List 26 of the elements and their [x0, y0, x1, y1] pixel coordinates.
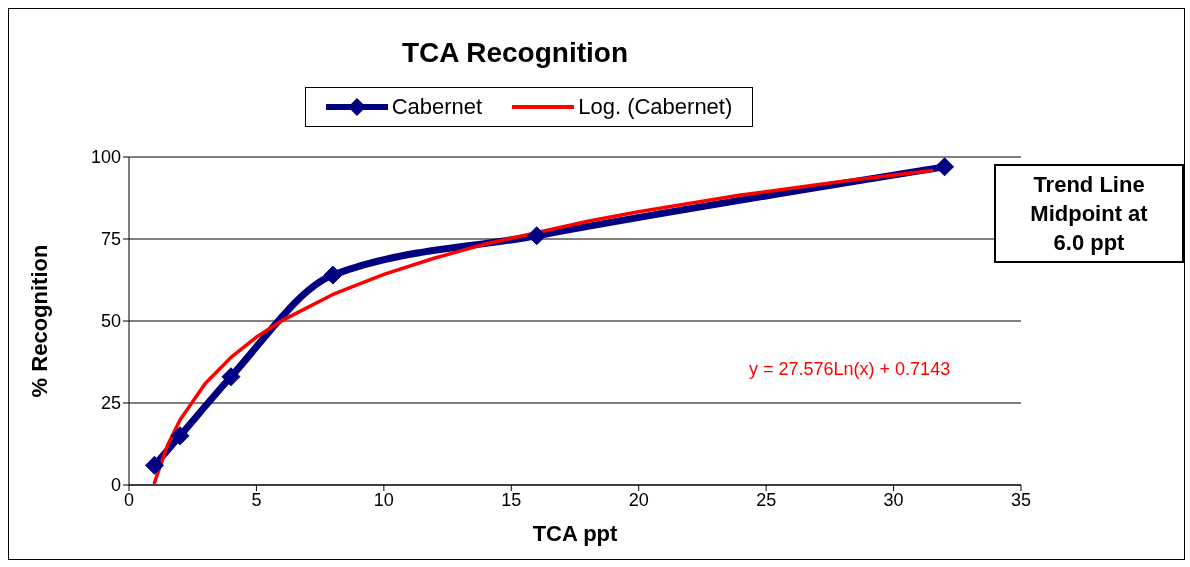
annotation: y = 27.576Ln(x) + 0.7143 — [749, 359, 951, 380]
y-tick-label: 50 — [100, 311, 121, 332]
point — [144, 455, 164, 475]
x-tick-label: 35 — [1010, 489, 1032, 510]
y-axis-title: % Recognition — [26, 244, 52, 398]
x-axis-title: TCA ppt — [532, 521, 619, 546]
y-tick-label: 0 — [110, 475, 121, 496]
x-tick-label: 0 — [123, 489, 135, 510]
point — [323, 265, 343, 285]
x-tick-label: 10 — [373, 489, 394, 510]
y-tick-label: 75 — [100, 229, 121, 250]
y-tick-label: 100 — [90, 147, 121, 168]
x-tick-label: 25 — [756, 489, 777, 510]
point — [221, 367, 241, 387]
point — [935, 157, 955, 177]
x-tick-label: 30 — [883, 489, 904, 510]
x-tick-label: 15 — [501, 489, 522, 510]
y-tick-label: 25 — [100, 393, 121, 414]
point — [170, 426, 190, 446]
x-tick-label: 5 — [251, 489, 262, 510]
legend-label: Cabernet — [391, 94, 483, 120]
x-tick-label: 20 — [628, 489, 649, 510]
point — [527, 226, 547, 246]
legend-label: Log. (Cabernet) — [578, 94, 733, 120]
note-box: Trend Line Midpoint at 6.0 ppt — [994, 164, 1184, 263]
chart-title: TCA Recognition — [400, 37, 630, 69]
